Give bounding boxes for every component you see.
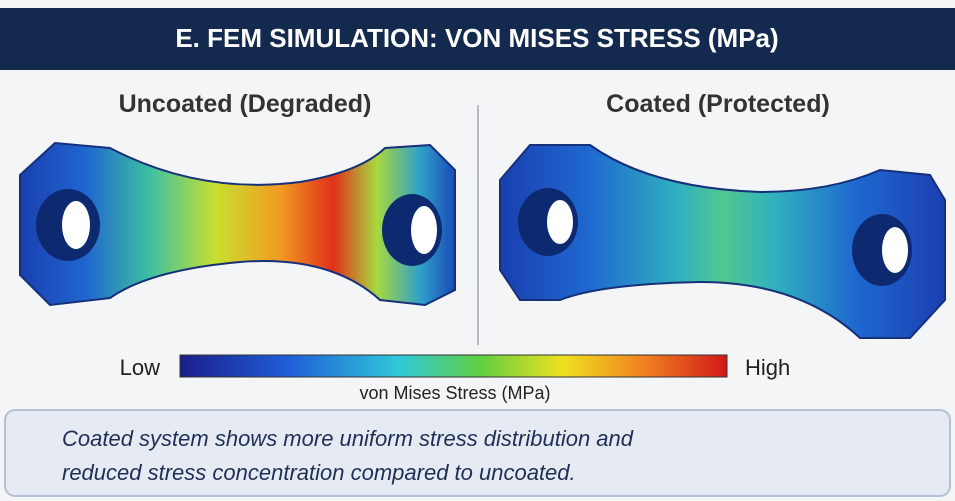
page: E. FEM SIMULATION: VON MISES STRESS (MPa… bbox=[0, 0, 955, 501]
colorbar-label: von Mises Stress (MPa) bbox=[359, 383, 550, 403]
hole-inner bbox=[882, 227, 908, 273]
colorbar-high: High bbox=[745, 355, 790, 380]
panel-title: Uncoated (Degraded) bbox=[119, 90, 372, 118]
hole-inner bbox=[62, 201, 90, 249]
hole-inner bbox=[411, 206, 437, 254]
colorbar bbox=[180, 355, 727, 377]
header-title: E. FEM SIMULATION: VON MISES STRESS (MPa… bbox=[175, 23, 778, 53]
colorbar-low: Low bbox=[120, 355, 160, 380]
hole-inner bbox=[547, 200, 573, 244]
figure: E. FEM SIMULATION: VON MISES STRESS (MPa… bbox=[0, 0, 955, 501]
caption-line: Coated system shows more uniform stress … bbox=[62, 426, 634, 451]
caption-line: reduced stress concentration compared to… bbox=[62, 460, 576, 485]
panel-title: Coated (Protected) bbox=[606, 90, 830, 118]
